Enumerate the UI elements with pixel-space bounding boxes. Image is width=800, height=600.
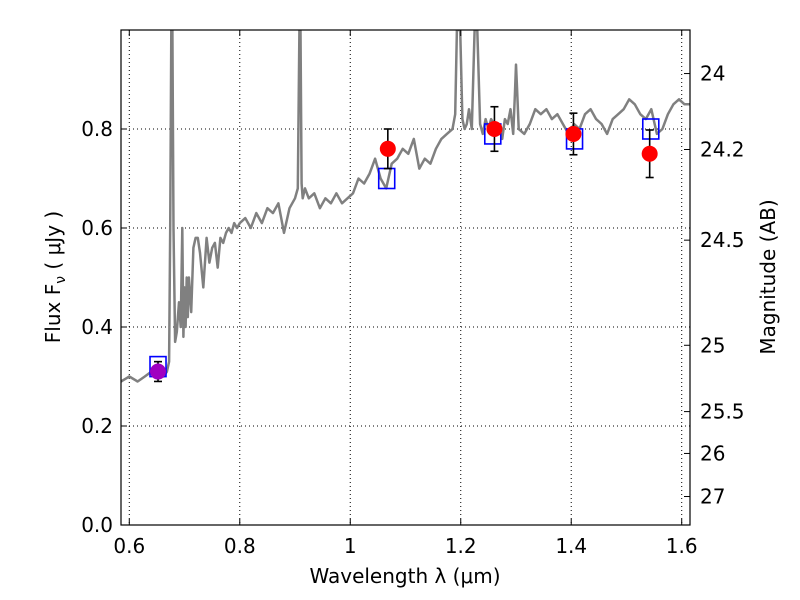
y-axis-label-unit: ( μJy )	[41, 211, 65, 276]
plot-frame	[120, 29, 691, 526]
y-axis-label-sub: ν	[53, 276, 69, 284]
mag-tick-label: 24.5	[700, 228, 745, 252]
observed-point	[486, 121, 503, 137]
mag-tick-label: 25.5	[700, 400, 745, 424]
spectrum-line	[121, 30, 690, 383]
y-tick-label: 0.2	[81, 414, 113, 438]
x-tick-label: 0.8	[224, 534, 256, 558]
y-axis-label-main: Flux F	[41, 284, 65, 343]
axis-ticks: 0.6 0.8 1 1.2 1.4 1.6 0.0 0.2 0.4 0.6 0.8 24 24.2 24.…	[81, 30, 745, 558]
x-tick-label: 1.4	[555, 534, 587, 558]
right-axis-label: Magnitude (AB)	[756, 199, 780, 354]
mag-tick-label: 26	[700, 441, 725, 465]
y-tick-label: 0.6	[81, 216, 113, 240]
observed-point	[150, 363, 167, 380]
y-tick-label: 0.4	[81, 315, 113, 339]
mag-tick-label: 27	[700, 485, 725, 509]
mag-tick-label: 25	[700, 333, 725, 357]
x-tick-label: 0.6	[113, 534, 145, 558]
points-layer	[149, 105, 660, 383]
model-square-marker	[641, 118, 660, 140]
y-tick-label: 0.0	[81, 513, 113, 537]
x-tick-label: 1.2	[445, 534, 477, 558]
x-tick-label: 1	[344, 534, 357, 558]
observed-point	[641, 145, 658, 162]
spectrum-layer	[121, 30, 690, 383]
y-tick-label: 0.8	[81, 117, 113, 141]
x-axis-label: Wavelength λ (μm)	[309, 564, 500, 588]
plot-background	[121, 30, 690, 525]
mag-tick-label: 24	[700, 62, 725, 86]
observed-point	[379, 140, 396, 157]
x-tick-label: 1.6	[666, 534, 698, 558]
y-axis-label: Flux Fν ( μJy )	[41, 211, 69, 343]
observed-point	[565, 125, 582, 142]
mag-tick-label: 24.2	[700, 138, 745, 162]
